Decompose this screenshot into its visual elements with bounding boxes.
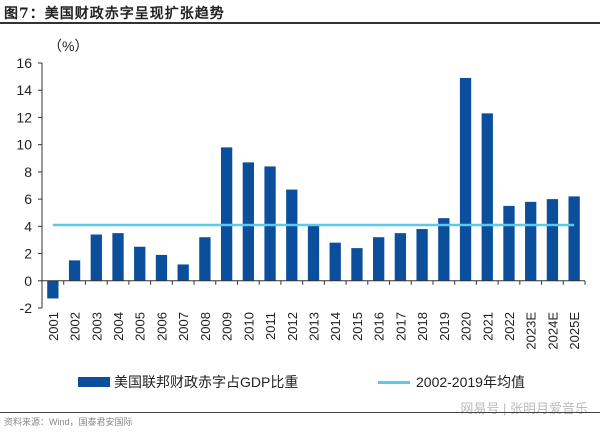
bar-2015 — [351, 248, 363, 281]
bar-2016 — [373, 237, 385, 281]
x-tick-label: 2015 — [350, 312, 365, 341]
bar-2021 — [481, 113, 493, 281]
x-tick-label: 2001 — [46, 312, 61, 341]
x-tick-label: 2019 — [437, 312, 452, 341]
x-tick-label: 2006 — [154, 312, 169, 341]
bar-2010 — [242, 162, 254, 281]
legend-swatch-bar — [78, 377, 110, 387]
bar-2014 — [329, 242, 341, 281]
x-tick-label: 2020 — [459, 312, 474, 341]
bar-2007 — [177, 264, 189, 281]
footer-divider — [0, 412, 600, 413]
x-tick-label: 2002 — [68, 312, 83, 341]
x-tick-label: 2005 — [133, 312, 148, 341]
title-divider — [0, 22, 600, 24]
bar-2003 — [90, 234, 102, 281]
x-tick-label: 2003 — [89, 312, 104, 341]
x-tick-label: 2009 — [220, 312, 235, 341]
bar-2018 — [416, 229, 428, 281]
y-axis-unit: （%） — [48, 38, 89, 54]
x-tick-label: 2014 — [328, 312, 343, 341]
bar-2009 — [220, 147, 233, 281]
bar-2004 — [112, 233, 124, 281]
bar-2022 — [503, 205, 515, 281]
bar-2008 — [199, 237, 211, 281]
y-tick-label: 0 — [24, 273, 32, 289]
legend-label-deficit: 美国联邦财政赤字占GDP比重 — [114, 374, 299, 390]
x-tick-label: 2018 — [415, 312, 430, 341]
x-tick-label: 2011 — [263, 312, 278, 340]
watermark: 网易号 | 张明月爱音乐 — [460, 401, 588, 416]
bar-chart: -2 0 2 4 6 8 10 12 14 16 2001 2002 2003 2004 2005 2006 2… — [16, 55, 586, 350]
y-tick-label: 10 — [16, 137, 32, 153]
x-tick-label: 2013 — [307, 312, 322, 341]
bar-2023E — [525, 201, 537, 281]
x-tick-label: 2008 — [198, 312, 213, 341]
bar-2005 — [134, 246, 146, 281]
legend-item-average: 2002-2019年均值 — [378, 372, 525, 392]
bar-2011 — [264, 166, 276, 281]
x-tick-label: 2010 — [241, 312, 256, 341]
bar-2006 — [155, 254, 168, 281]
y-tick-label: 4 — [24, 218, 32, 234]
bar-2024E — [546, 199, 559, 281]
x-tick-label: 2007 — [176, 312, 191, 341]
x-tick-label: 2017 — [393, 312, 408, 341]
legend-item-deficit: 美国联邦财政赤字占GDP比重 — [78, 372, 298, 392]
y-tick-label: 14 — [16, 82, 32, 98]
source-note: 资料来源：Wind，国泰君安国际 — [4, 417, 133, 427]
legend-swatch-line — [378, 380, 410, 384]
legend-label-average: 2002-2019年均值 — [416, 374, 525, 390]
x-tick-label: 2021 — [480, 312, 495, 341]
x-tick-label: 2024E — [545, 312, 560, 350]
bar-2013 — [307, 224, 320, 281]
bar-2012 — [286, 189, 298, 281]
bar-2002 — [68, 260, 81, 281]
y-tick-label: 6 — [24, 191, 32, 207]
y-tick-label: 12 — [16, 109, 32, 125]
y-tick-label: 8 — [24, 164, 32, 180]
y-tick-label: 16 — [16, 55, 32, 71]
y-tick-label: 2 — [24, 246, 32, 262]
bar-2001 — [47, 280, 59, 299]
bar-2020 — [459, 77, 472, 281]
bar-2025E — [568, 196, 580, 281]
x-tick-label: 2023E — [524, 312, 539, 350]
x-tick-label: 2004 — [111, 312, 126, 341]
bar-2019 — [438, 218, 450, 281]
bar-2017 — [394, 233, 407, 281]
chart-title: 图7：美国财政赤字呈现扩张趋势 — [4, 6, 225, 22]
x-tick-label: 2022 — [502, 312, 517, 341]
x-tick-label: 2025E — [567, 312, 582, 350]
y-tick-label: -2 — [20, 300, 33, 316]
x-tick-label: 2012 — [285, 312, 300, 341]
x-tick-label: 2016 — [372, 312, 387, 341]
